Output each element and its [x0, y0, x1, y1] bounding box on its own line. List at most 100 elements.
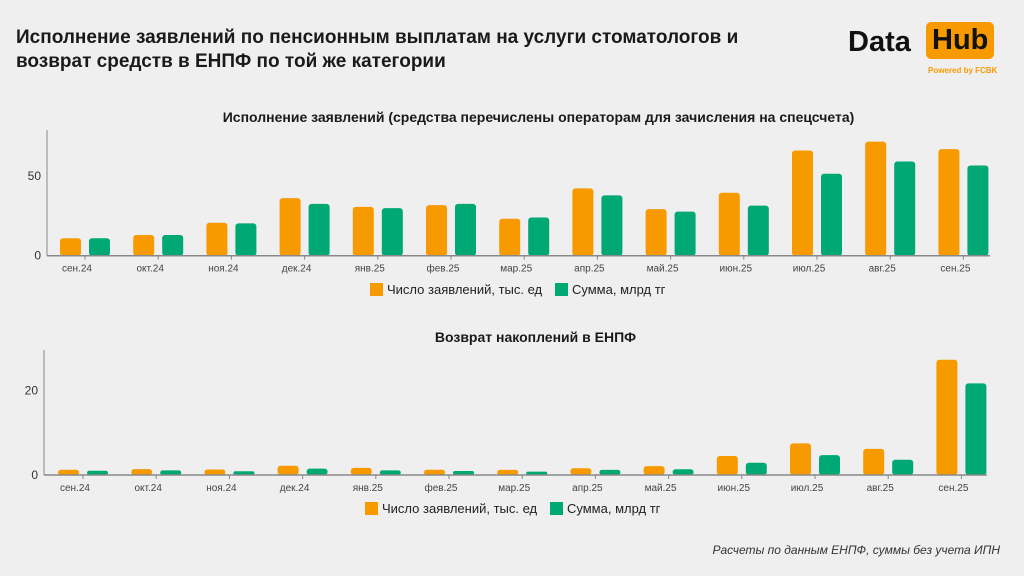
bar-count: [716, 455, 738, 475]
bar-sum: [819, 455, 840, 475]
bar-count: [865, 141, 887, 256]
bar-sum: [894, 161, 916, 256]
bar-sum: [160, 470, 182, 475]
bar-sum: [162, 235, 184, 256]
x-tick-label: май.25: [647, 264, 679, 275]
x-tick-label: янв.25: [353, 483, 384, 494]
bar-sum: [599, 469, 621, 475]
legend-swatch: [365, 502, 378, 515]
bar-count: [572, 188, 594, 256]
logo-text-data: Data: [848, 26, 911, 58]
bar-sum: [601, 195, 623, 256]
legend-label: Сумма, млрд тг: [567, 501, 661, 516]
y-tick-label: 50: [28, 169, 42, 183]
bar-sum: [892, 459, 914, 475]
y-tick-label: 0: [34, 249, 41, 263]
x-tick-label: апр.25: [574, 264, 605, 275]
x-tick-label: июл.25: [791, 483, 824, 494]
x-tick-label: май.25: [645, 483, 677, 494]
x-tick-label: сен.24: [62, 264, 92, 275]
x-tick-label: ноя.24: [206, 483, 237, 494]
legend-swatch: [550, 502, 563, 515]
x-tick-label: сен.25: [940, 264, 970, 275]
chart-title: Исполнение заявлений (средства перечисле…: [223, 109, 855, 125]
bar-count: [58, 469, 79, 475]
bar-sum: [87, 470, 108, 475]
x-tick-label: июн.25: [720, 264, 753, 275]
x-tick-label: сен.24: [60, 483, 90, 494]
bar-count: [424, 469, 445, 475]
bar-sum: [379, 470, 401, 475]
legend-label: Число заявлений, тыс. ед: [382, 501, 538, 516]
logo-text-hub: Hub: [926, 22, 995, 59]
x-tick-label: сен.25: [938, 483, 968, 494]
x-tick-label: дек.24: [282, 264, 312, 275]
x-tick-label: фев.25: [426, 263, 459, 275]
x-tick-label: июл.25: [793, 264, 826, 275]
bar-count: [497, 469, 519, 475]
bar-count: [279, 198, 301, 256]
x-tick-label: мар.25: [498, 483, 530, 494]
bar-sum: [745, 462, 767, 475]
legend-swatch: [555, 283, 568, 296]
bar-sum: [526, 471, 548, 475]
chart-1: Исполнение заявлений (средства перечисле…: [28, 109, 990, 297]
x-tick-label: апр.25: [572, 483, 603, 494]
bar-sum: [965, 383, 987, 475]
bar-sum: [381, 208, 403, 256]
bar-sum: [821, 173, 842, 256]
y-tick-label: 20: [25, 384, 39, 398]
bar-count: [352, 206, 374, 256]
bar-sum: [453, 470, 474, 475]
bar-count: [60, 238, 81, 256]
bar-count: [350, 467, 372, 475]
footnote: Расчеты по данным ЕНПФ, суммы без учета …: [712, 543, 1000, 557]
bar-count: [133, 235, 155, 256]
x-tick-label: окт.24: [134, 483, 162, 494]
x-tick-label: мар.25: [500, 264, 532, 275]
y-tick-label: 0: [31, 468, 38, 482]
x-tick-label: ноя.24: [208, 264, 239, 275]
bar-sum: [455, 203, 476, 256]
x-tick-label: янв.25: [355, 264, 386, 275]
legend-swatch: [370, 283, 383, 296]
bar-count: [206, 222, 228, 256]
bar-count: [792, 150, 813, 256]
bar-sum: [747, 205, 769, 256]
bar-count: [426, 205, 447, 256]
bar-sum: [235, 223, 257, 256]
legend-label: Сумма, млрд тг: [572, 282, 666, 297]
bar-count: [936, 359, 958, 475]
x-tick-label: окт.24: [136, 264, 164, 275]
page-title: Исполнение заявлений по пенсионным выпла…: [16, 27, 739, 72]
bar-sum: [308, 203, 330, 256]
x-tick-label: дек.24: [280, 483, 310, 494]
x-tick-label: авг.25: [869, 264, 897, 275]
x-tick-label: авг.25: [867, 483, 895, 494]
bar-count: [277, 465, 299, 475]
chart-2: Возврат накоплений в ЕНПФ 0 20 сен.24 окт.24…: [25, 329, 987, 516]
bar-count: [938, 149, 960, 256]
chart-title: Возврат накоплений в ЕНПФ: [435, 329, 636, 345]
bar-sum: [672, 469, 694, 475]
bar-count: [718, 192, 740, 256]
bar-count: [643, 466, 665, 475]
bar-sum: [528, 217, 550, 256]
bar-sum: [967, 165, 989, 256]
x-tick-label: фев.25: [424, 482, 457, 494]
logo-tagline: Powered by FCBK: [928, 66, 998, 75]
bar-sum: [89, 238, 110, 256]
bar-count: [790, 443, 811, 475]
x-tick-label: июн.25: [718, 483, 751, 494]
bar-count: [645, 209, 667, 256]
bar-count: [499, 218, 521, 256]
bar-count: [570, 468, 592, 475]
legend-label: Число заявлений, тыс. ед: [387, 282, 543, 297]
bar-sum: [233, 471, 255, 475]
bar-count: [204, 469, 226, 475]
bar-sum: [674, 211, 696, 256]
bar-count: [863, 448, 885, 475]
bar-count: [131, 469, 153, 475]
